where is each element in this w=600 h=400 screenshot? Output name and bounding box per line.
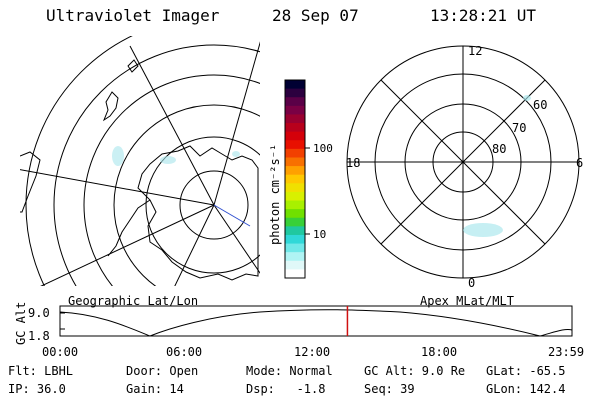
colorbar-stripe <box>285 234 305 245</box>
sun-direction-line <box>213 204 251 227</box>
lat-circle <box>113 104 260 286</box>
colorbar-stripe <box>285 131 305 141</box>
mlt-label-18: 18 <box>346 156 361 170</box>
colorbar-tick-100: 100 <box>313 142 333 155</box>
dsp-info: Dsp: -1.8 <box>246 382 326 396</box>
colorbar-stripe <box>285 209 305 219</box>
mlt-diagonal <box>380 79 546 245</box>
orbit-timeline <box>59 305 573 337</box>
lat-circle <box>145 136 260 274</box>
glon-info: GLon: 142.4 <box>486 382 566 396</box>
timeline-xtick-0: 00:00 <box>42 345 79 359</box>
timeline-xtick-1: 06:00 <box>166 345 203 359</box>
colorbar-unit-label: photon cm⁻²s⁻¹ <box>268 143 282 245</box>
colorbar-stripe <box>285 174 305 184</box>
colorbar-stripe <box>285 114 305 124</box>
colorbar-stripe <box>285 243 305 253</box>
colorbar-stripe <box>285 88 305 98</box>
island-coastline <box>127 59 139 73</box>
lat-circle <box>179 170 249 240</box>
australia-coastline <box>20 151 41 213</box>
colorbar-stripe <box>285 157 305 167</box>
seq-info: Seq: 39 <box>364 382 415 396</box>
meridian-line <box>20 169 215 206</box>
antarctica-coastline <box>137 145 259 281</box>
mlat-label-80: 80 <box>492 142 507 156</box>
gain-info: Gain: 14 <box>126 382 184 396</box>
timeline-xtick-4: 23:59 <box>548 345 585 359</box>
meridian-line <box>213 204 260 274</box>
colorbar <box>284 79 310 279</box>
auroral-emission <box>112 146 240 166</box>
colorbar-stripe <box>285 80 305 90</box>
glat-info: GLat: -65.5 <box>486 364 566 378</box>
timeline-y-label: GC Alt <box>14 301 28 345</box>
colorbar-stripe <box>285 200 305 210</box>
polar-panel-caption: Apex MLat/MLT <box>420 294 514 308</box>
gc-alt-info: GC Alt: 9.0 Re <box>364 364 466 378</box>
colorbar-stripe <box>285 148 305 159</box>
meridian-line <box>129 45 215 206</box>
geographic-map <box>20 36 260 286</box>
instrument-title: Ultraviolet Imager <box>46 6 220 25</box>
colorbar-stripe <box>285 260 305 270</box>
colorbar-stripe <box>285 269 305 279</box>
date-label: 28 Sep 07 <box>272 6 359 25</box>
colorbar-tick-10: 10 <box>313 228 327 241</box>
colorbar-stripe <box>285 105 305 116</box>
mlt-label-6: 6 <box>576 156 584 170</box>
ip-info: IP: 36.0 <box>8 382 66 396</box>
colorbar-stripe <box>285 252 305 262</box>
altitude-curve <box>59 309 573 337</box>
colorbar-stripe <box>285 217 305 227</box>
colorbar-stripe <box>285 183 305 193</box>
colorbar-stripe <box>285 140 305 150</box>
mlt-label-0: 0 <box>468 276 476 290</box>
filter-info: Flt: LBHL <box>8 364 74 378</box>
timeline-ytick-low: 1.8 <box>28 329 50 343</box>
timeline-xtick-3: 18:00 <box>421 345 458 359</box>
colorbar-stripe <box>285 191 305 202</box>
timeline-ytick-high: 9.0 <box>28 306 50 320</box>
new-zealand-coastline <box>102 91 119 122</box>
colorbar-stripe <box>285 123 305 133</box>
mode-info: Mode: Normal <box>246 364 333 378</box>
meridian-line <box>40 204 215 286</box>
mlat-label-60: 60 <box>533 98 548 112</box>
colorbar-stripe <box>285 226 305 236</box>
auroral-emission-polar <box>463 95 531 237</box>
lat-circle <box>83 74 260 286</box>
lat-circle <box>53 44 260 286</box>
colorbar-stripe <box>285 166 305 176</box>
timeline-xtick-2: 12:00 <box>294 345 331 359</box>
antarctica-peninsula <box>107 199 151 257</box>
geo-panel-caption: Geographic Lat/Lon <box>68 294 199 308</box>
time-label: 13:28:21 UT <box>430 6 536 25</box>
door-info: Door: Open <box>126 364 199 378</box>
meridian-line <box>213 41 260 206</box>
colorbar-stripe <box>285 97 305 107</box>
lat-circle <box>25 36 133 286</box>
polar-plot <box>346 45 580 279</box>
meridian-line <box>174 204 215 286</box>
mlat-label-70: 70 <box>512 121 527 135</box>
mlt-label-12: 12 <box>468 44 483 58</box>
